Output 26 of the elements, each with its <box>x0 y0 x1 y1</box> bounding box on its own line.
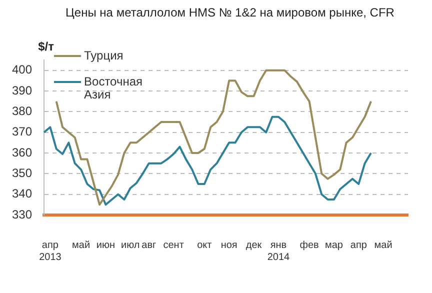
x-tick-label: апр 2013 <box>39 240 62 263</box>
x-tick-label: фев <box>300 240 319 251</box>
y-tick-label: 370 <box>12 124 32 139</box>
y-tick-label: 350 <box>12 166 32 180</box>
x-tick-label: июл <box>121 240 140 251</box>
x-tick-label: мар <box>324 240 344 251</box>
x-tick-label: янв 2014 <box>267 240 290 263</box>
x-tick-label: ноя <box>220 240 238 251</box>
y-tick-label: 400 <box>12 62 32 77</box>
y-tick-label: 340 <box>12 186 32 201</box>
y-axis-title: $/т <box>38 39 54 54</box>
x-tick-label: май <box>72 240 90 251</box>
x-tick-label: сент <box>163 240 184 251</box>
chart-title: Цены на металлолом HMS № 1&2 на мировом рынке, CFR <box>66 5 395 20</box>
y-tick-label: 360 <box>12 145 32 160</box>
y-tick-label: 330 <box>12 207 32 222</box>
x-tick-label: май <box>374 240 392 251</box>
x-tick-label: дек <box>246 240 262 251</box>
legend-label: Восточная Азия <box>84 74 143 102</box>
y-tick-label: 390 <box>12 83 32 98</box>
x-tick-label: окт <box>197 240 212 251</box>
x-tick-label: авг <box>142 240 157 251</box>
legend-label: Турция <box>84 48 124 62</box>
y-tick-label: 380 <box>12 104 32 118</box>
x-tick-label: июн <box>96 240 116 251</box>
x-tick-label: апр <box>350 240 368 251</box>
